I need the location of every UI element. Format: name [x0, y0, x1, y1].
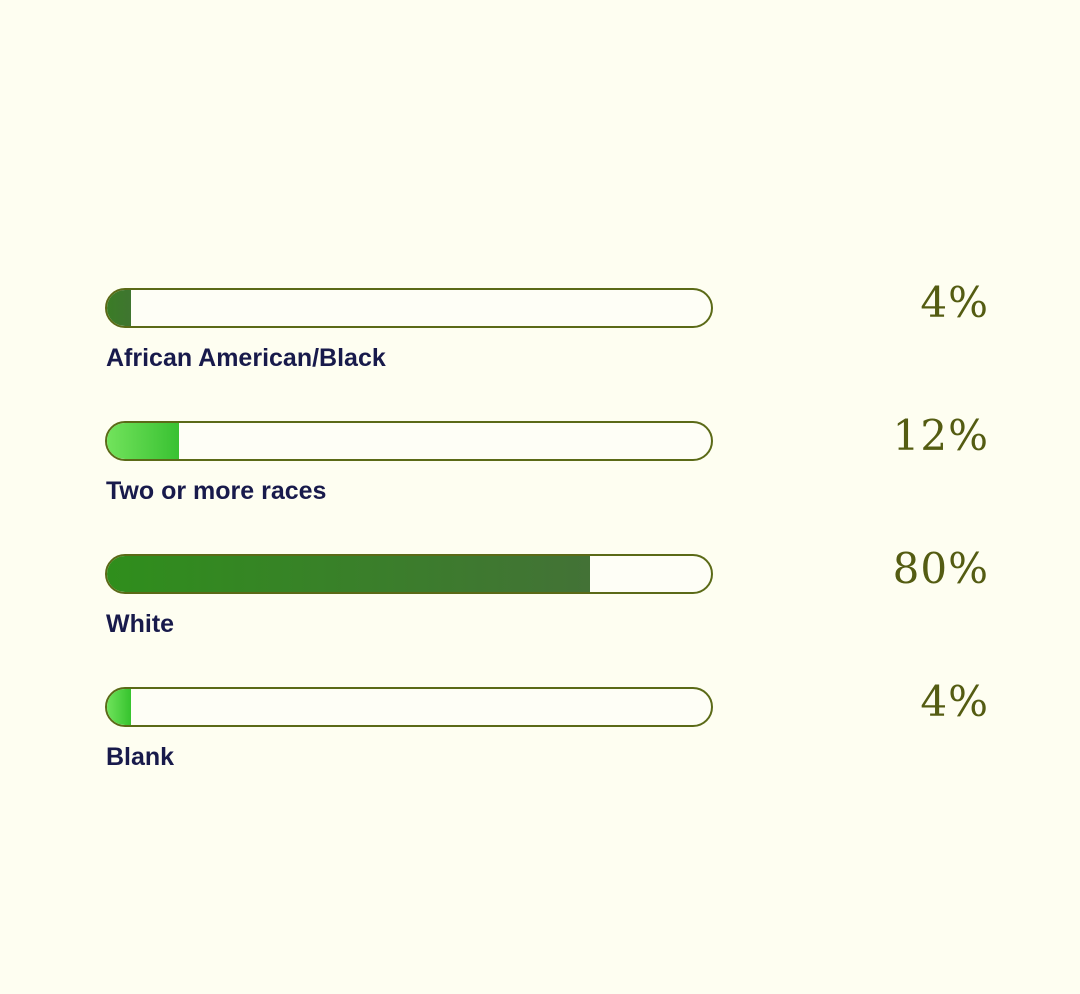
bar-track — [105, 554, 713, 594]
value-label: 4% — [920, 677, 989, 726]
value-label: 80% — [892, 544, 989, 593]
bar-track — [105, 288, 713, 328]
bar-row: African American/Black 4% — [105, 278, 989, 388]
bar-track — [105, 421, 713, 461]
bar-fill — [107, 423, 179, 459]
category-label: African American/Black — [106, 344, 386, 372]
bar-fill — [107, 290, 131, 326]
category-label: White — [106, 610, 175, 638]
value-label: 4% — [920, 278, 989, 327]
category-label: Blank — [106, 743, 175, 771]
bar-track — [105, 687, 713, 727]
bar-fill — [107, 556, 590, 592]
bar-row: Two or more races 12% — [105, 411, 989, 521]
category-label: Two or more races — [106, 477, 327, 505]
bar-fill — [107, 689, 131, 725]
bar-row: White 80% — [105, 544, 989, 654]
value-label: 12% — [892, 411, 989, 460]
bar-row: Blank 4% — [105, 677, 989, 787]
